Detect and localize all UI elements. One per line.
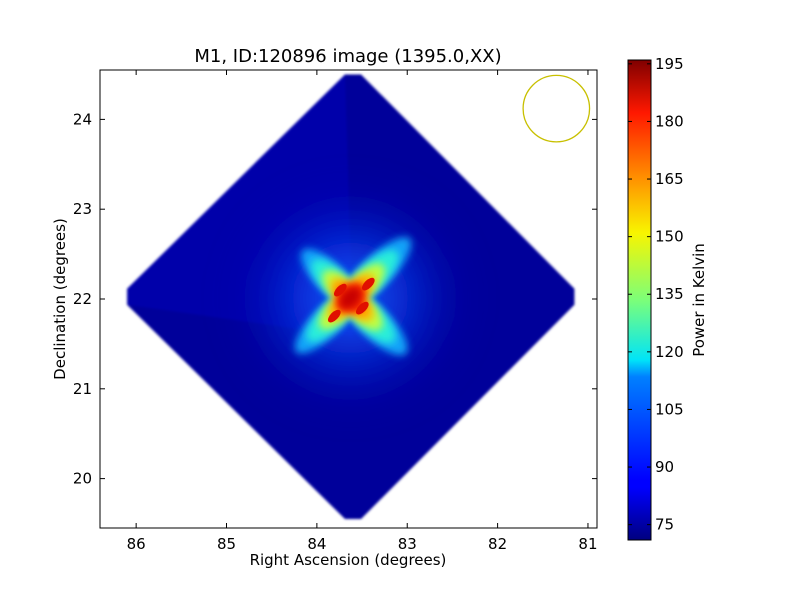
colorbar-ticks: 75 90 105 120 135 150 165 180 195 bbox=[628, 55, 684, 534]
x-ticks: 86 85 84 83 82 81 bbox=[127, 70, 598, 553]
colorbar-tick-label: 120 bbox=[655, 343, 684, 361]
colorbar-tick-label: 90 bbox=[655, 458, 674, 476]
colorbar-frame bbox=[627, 59, 652, 541]
y-axis-label: Declination (degrees) bbox=[51, 218, 69, 380]
colorbar-tick-label: 150 bbox=[655, 228, 684, 246]
source-emission bbox=[230, 183, 471, 414]
y-ticks: 20 21 22 23 24 bbox=[73, 110, 597, 488]
x-tick-label: 85 bbox=[217, 535, 236, 553]
y-tick-label: 21 bbox=[73, 380, 92, 398]
plot-area: 86 85 84 83 82 81 20 21 22 23 24 bbox=[73, 69, 598, 553]
beam-circle bbox=[522, 74, 591, 143]
y-tick-label: 23 bbox=[73, 200, 92, 218]
colorbar-tick-label: 75 bbox=[655, 516, 674, 534]
y-tick-label: 20 bbox=[73, 470, 92, 488]
y-tick-label: 22 bbox=[73, 290, 92, 308]
colorbar-tick-label: 105 bbox=[655, 400, 684, 418]
colorbar-tick-label: 165 bbox=[655, 170, 684, 188]
source-hotspot bbox=[361, 277, 375, 291]
y-tick-label: 24 bbox=[73, 110, 92, 128]
x-tick-label: 86 bbox=[127, 535, 146, 553]
colorbar: 75 90 105 120 135 150 165 180 195 Power in Kelvi… bbox=[627, 55, 708, 541]
x-tick-label: 83 bbox=[398, 535, 417, 553]
source-core bbox=[339, 286, 362, 310]
x-tick-label: 81 bbox=[578, 535, 597, 553]
colorbar-tick-label: 135 bbox=[655, 285, 684, 303]
x-tick-label: 84 bbox=[307, 535, 326, 553]
source-hotspot bbox=[327, 309, 341, 323]
source-hotspot bbox=[333, 283, 347, 297]
x-tick-label: 82 bbox=[488, 535, 507, 553]
colorbar-tick-label: 195 bbox=[655, 55, 684, 73]
colorbar-tick-label: 180 bbox=[655, 112, 684, 130]
colorbar-label: Power in Kelvin bbox=[690, 243, 708, 357]
x-axis-label: Right Ascension (degrees) bbox=[250, 551, 447, 569]
chart-title: M1, ID:120896 image (1395.0,XX) bbox=[194, 46, 501, 67]
source-hotspot bbox=[355, 301, 369, 315]
colorbar-gradient bbox=[628, 60, 651, 540]
